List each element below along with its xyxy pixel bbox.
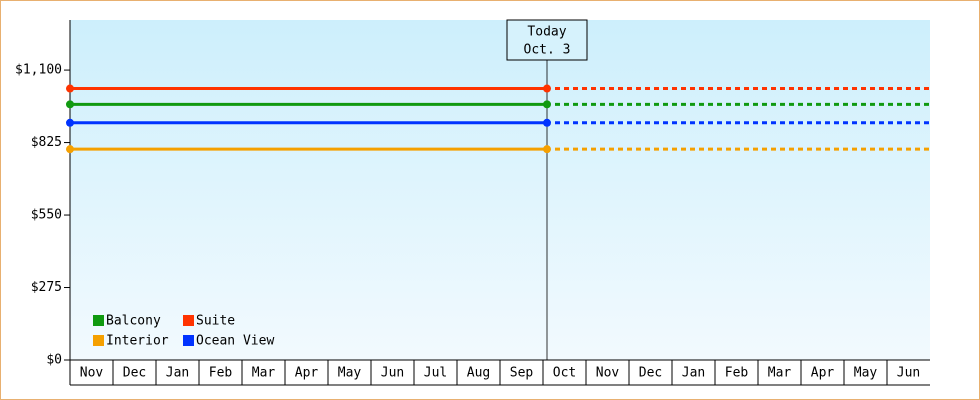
x-tick-label: Dec — [639, 366, 662, 381]
point — [543, 118, 551, 127]
point — [66, 84, 74, 93]
y-tick-label: $825 — [31, 135, 62, 150]
x-tick-label: Mar — [252, 366, 276, 381]
point — [66, 100, 74, 109]
x-tick-label: Nov — [80, 366, 104, 381]
x-tick-label: Feb — [209, 366, 233, 381]
today-date: Oct. 3 — [524, 43, 571, 58]
x-tick-label: Jan — [682, 366, 705, 381]
point — [543, 84, 551, 93]
y-tick-label: $550 — [31, 208, 62, 223]
point — [66, 145, 74, 154]
legend-swatch — [93, 315, 104, 326]
x-tick-label: Jul — [424, 366, 447, 381]
x-tick-label: Apr — [295, 366, 319, 381]
x-tick-label: Jun — [897, 366, 920, 381]
point — [66, 118, 74, 127]
today-box — [506, 19, 588, 61]
legend-swatch — [183, 315, 194, 326]
x-tick-label: Nov — [596, 366, 620, 381]
y-tick-label: $1,100 — [15, 63, 62, 78]
x-tick-label: Aug — [467, 366, 490, 381]
point — [543, 145, 551, 154]
x-tick-label: Sep — [510, 366, 534, 381]
plot-area — [70, 20, 930, 360]
y-tick-label: $0 — [46, 353, 62, 368]
legend-label: Balcony — [106, 314, 161, 329]
x-tick-label: May — [338, 366, 362, 381]
legend-label: Ocean View — [196, 334, 274, 349]
x-tick-label: Jun — [381, 366, 404, 381]
today-title: Today — [527, 25, 566, 40]
legend-swatch — [93, 335, 104, 346]
x-tick-label: Feb — [725, 366, 749, 381]
point — [543, 100, 551, 109]
y-tick-label: $275 — [31, 280, 62, 295]
legend-label: Suite — [196, 314, 235, 329]
x-tick-label: Mar — [768, 366, 792, 381]
x-tick-label: Apr — [811, 366, 835, 381]
legend-label: Interior — [106, 334, 169, 349]
x-tick-label: Oct — [553, 366, 576, 381]
x-tick-label: Dec — [123, 366, 146, 381]
x-tick-label: Jan — [166, 366, 189, 381]
legend-swatch — [183, 335, 194, 346]
x-tick-label: May — [854, 366, 878, 381]
